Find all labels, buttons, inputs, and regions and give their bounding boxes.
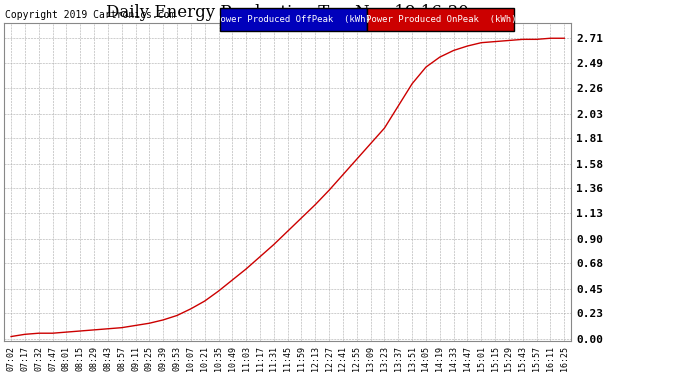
Text: Copyright 2019 Cartronics.com: Copyright 2019 Cartronics.com bbox=[5, 9, 175, 20]
FancyBboxPatch shape bbox=[219, 8, 367, 31]
Text: Power Produced OffPeak  (kWh): Power Produced OffPeak (kWh) bbox=[215, 15, 371, 24]
Title: Daily Energy Production Tue Nov 19 16:30: Daily Energy Production Tue Nov 19 16:30 bbox=[106, 4, 469, 21]
Text: Power Produced OnPeak  (kWh): Power Produced OnPeak (kWh) bbox=[366, 15, 516, 24]
FancyBboxPatch shape bbox=[367, 8, 515, 31]
